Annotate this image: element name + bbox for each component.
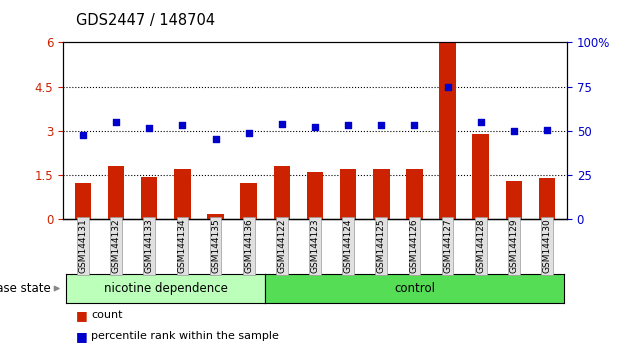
Bar bbox=[141, 177, 158, 219]
Point bbox=[310, 124, 320, 130]
Text: GSM144132: GSM144132 bbox=[112, 219, 120, 273]
Bar bbox=[207, 213, 224, 219]
Bar bbox=[174, 169, 191, 219]
Bar bbox=[74, 183, 91, 219]
Bar bbox=[406, 169, 423, 219]
Bar bbox=[241, 183, 257, 219]
Text: count: count bbox=[91, 310, 123, 320]
Text: GSM144125: GSM144125 bbox=[377, 219, 386, 273]
Point bbox=[144, 125, 154, 131]
Text: disease state: disease state bbox=[0, 282, 50, 295]
Text: ■: ■ bbox=[76, 330, 88, 343]
Point bbox=[177, 122, 187, 128]
Text: GDS2447 / 148704: GDS2447 / 148704 bbox=[76, 13, 215, 28]
Point bbox=[343, 122, 353, 128]
Text: GSM144131: GSM144131 bbox=[78, 219, 88, 273]
Bar bbox=[340, 169, 357, 219]
Bar bbox=[472, 134, 489, 219]
Text: GSM144122: GSM144122 bbox=[277, 219, 287, 273]
Text: ■: ■ bbox=[76, 309, 88, 321]
Bar bbox=[273, 166, 290, 219]
Bar bbox=[439, 42, 456, 219]
Bar bbox=[373, 169, 389, 219]
Point bbox=[376, 122, 386, 128]
Bar bbox=[539, 178, 556, 219]
Point bbox=[78, 132, 88, 137]
Point bbox=[443, 84, 453, 90]
Text: GSM144133: GSM144133 bbox=[145, 219, 154, 273]
Text: GSM144136: GSM144136 bbox=[244, 219, 253, 273]
Text: GSM144135: GSM144135 bbox=[211, 219, 220, 273]
Point bbox=[210, 136, 220, 142]
Point bbox=[244, 130, 254, 136]
Point bbox=[542, 127, 552, 133]
Text: GSM144124: GSM144124 bbox=[343, 219, 353, 273]
Text: GSM144130: GSM144130 bbox=[542, 219, 552, 273]
Point bbox=[410, 122, 420, 128]
Text: GSM144127: GSM144127 bbox=[443, 219, 452, 273]
Text: GSM144128: GSM144128 bbox=[476, 219, 485, 273]
Point bbox=[277, 121, 287, 127]
Text: GSM144134: GSM144134 bbox=[178, 219, 187, 273]
Text: GSM144126: GSM144126 bbox=[410, 219, 419, 273]
Text: percentile rank within the sample: percentile rank within the sample bbox=[91, 331, 279, 341]
Point bbox=[509, 128, 519, 134]
Text: GSM144123: GSM144123 bbox=[311, 219, 319, 273]
Bar bbox=[108, 166, 124, 219]
Point bbox=[111, 119, 121, 125]
Bar bbox=[307, 172, 323, 219]
Text: control: control bbox=[394, 282, 435, 295]
Bar bbox=[506, 181, 522, 219]
Point bbox=[476, 119, 486, 125]
Text: nicotine dependence: nicotine dependence bbox=[104, 282, 227, 295]
Text: GSM144129: GSM144129 bbox=[510, 219, 518, 273]
